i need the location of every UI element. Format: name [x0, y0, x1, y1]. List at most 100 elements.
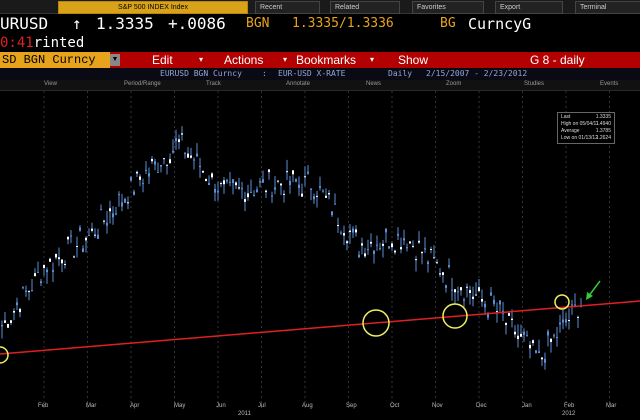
actions-arrow-icon[interactable]: ▾ [283, 55, 288, 64]
candle-body [10, 320, 12, 323]
show-menu[interactable]: Show [398, 53, 429, 67]
candle-body [76, 245, 78, 247]
tab-export[interactable]: Export [495, 1, 563, 14]
candle-body [328, 193, 330, 195]
candle-body [532, 340, 534, 344]
candle-body [109, 208, 111, 212]
status-time: 0:41 [0, 35, 34, 51]
candle-body [79, 227, 81, 231]
candle-body [568, 319, 570, 321]
tool-track[interactable]: Track [206, 81, 221, 87]
candle-body [229, 181, 231, 183]
candle-body [133, 191, 135, 195]
candle-body [286, 171, 288, 173]
candle-body [301, 193, 303, 197]
tool-zoom[interactable]: Zoom [446, 81, 462, 87]
tool-events[interactable]: Events [600, 81, 619, 87]
candle-body [112, 213, 114, 218]
candle-body [553, 335, 555, 337]
candle-body [85, 237, 87, 241]
candle-body [481, 299, 483, 302]
candle-body [472, 296, 474, 299]
candle-body [295, 179, 297, 182]
candle-body [538, 351, 540, 354]
candle-body [16, 302, 18, 306]
support-circle-sep [362, 309, 390, 337]
info-period: Daily [388, 69, 413, 78]
bookmarks-menu[interactable]: Bookmarks [296, 53, 357, 67]
edit-menu[interactable]: Edit [152, 53, 173, 67]
candle-body [244, 199, 246, 202]
tab-related[interactable]: Related [330, 1, 400, 14]
candle-body [421, 251, 423, 254]
quote-curncy: CurncyG [468, 15, 532, 33]
candle-body [463, 299, 465, 301]
candle-body [241, 188, 243, 190]
candle-body [262, 179, 264, 183]
legend-row-last: Last 1.3335 [561, 114, 611, 120]
candle-body [235, 182, 237, 186]
candle-body [103, 220, 105, 222]
tab-sp500[interactable]: S&P 500 INDEX Index [58, 1, 248, 14]
tool-news[interactable]: News [366, 81, 382, 87]
candle-body [490, 292, 492, 296]
candle-body [253, 194, 255, 196]
candle-body [268, 169, 270, 173]
candle-body [223, 180, 225, 185]
candle-body [409, 241, 411, 244]
candle-body [379, 248, 381, 250]
candle-body [163, 158, 165, 160]
tab-recent[interactable]: Recent [255, 1, 320, 14]
support-circle-feb [554, 294, 570, 310]
candle-body [259, 181, 261, 183]
candle-body [106, 222, 108, 226]
tab-favorites[interactable]: Favorites [412, 1, 484, 14]
candle-body [40, 281, 42, 284]
x-tick-label: May [174, 403, 186, 409]
x-tick-label: Feb [38, 403, 49, 409]
bookmarks-arrow-icon[interactable]: ▾ [370, 55, 375, 64]
candle-body [508, 313, 510, 316]
tool-view[interactable]: View [44, 81, 57, 87]
actions-menu[interactable]: Actions [224, 53, 264, 67]
candle-body [250, 191, 252, 193]
quote-ticker: URUSD [0, 14, 49, 33]
candle-body [256, 189, 258, 193]
security-dropdown-icon[interactable]: ▼ [110, 54, 120, 66]
tab-terminal[interactable]: Terminal [575, 1, 640, 14]
candle-body [394, 250, 396, 253]
info-separator: : [262, 69, 267, 78]
candle-body [154, 161, 156, 165]
command-bar: SD BGN Curncy ▼ Edit ▾ Actions ▾ Bookmar… [0, 52, 640, 68]
candle-body [337, 224, 339, 226]
candle-body [559, 322, 561, 325]
candle-body [577, 316, 579, 318]
security-field[interactable]: SD BGN Curncy [0, 52, 110, 68]
candle-body [94, 234, 96, 236]
legend-row-average: Average 1.3785 [561, 128, 611, 134]
candle-body [427, 261, 429, 264]
candle-body [100, 209, 102, 211]
candle-body [208, 183, 210, 186]
price-chart[interactable] [0, 91, 640, 410]
tool-annotate[interactable]: Annotate [286, 81, 311, 87]
candle-body [64, 264, 66, 266]
candle-body [88, 234, 90, 236]
candle-body [181, 133, 183, 135]
legend-row-low: Low on 01/13/12 1.2624 [561, 135, 611, 141]
tool-period-range[interactable]: Period/Range [124, 81, 161, 87]
candle-body [73, 256, 75, 258]
candle-body [355, 229, 357, 233]
tool-studies[interactable]: Studies [524, 81, 545, 87]
candle-body [478, 287, 480, 292]
candle-body [397, 233, 399, 236]
candle-body [316, 195, 318, 197]
candle-body [169, 159, 171, 164]
candle-body [484, 303, 486, 308]
candle-body [388, 246, 390, 249]
candle-body [445, 285, 447, 289]
candle-body [334, 203, 336, 205]
trendline[interactable] [0, 300, 640, 355]
edit-arrow-icon[interactable]: ▾ [199, 55, 204, 64]
candle-body [151, 158, 153, 162]
